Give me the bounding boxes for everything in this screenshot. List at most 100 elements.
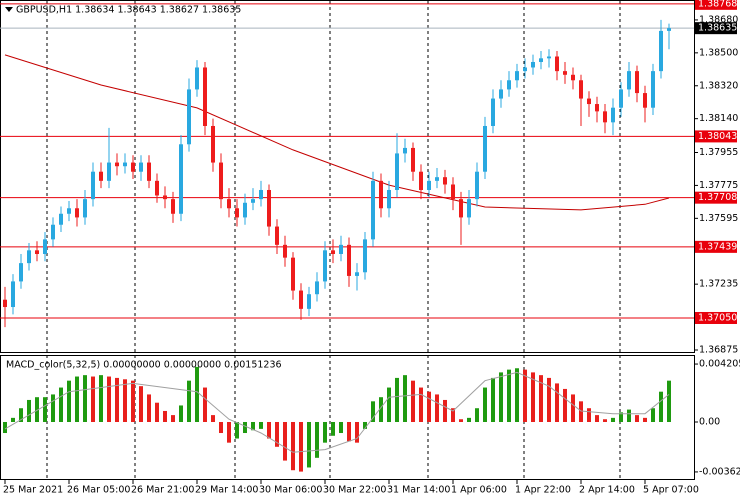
candle-body [11, 281, 15, 308]
macd-panel-frame [0, 355, 695, 480]
candle-body [395, 153, 399, 190]
macd-bar [179, 405, 183, 422]
level-box [695, 130, 737, 143]
y-tick-label: 1.37595 [699, 213, 738, 224]
candle-body [227, 199, 231, 209]
candle-body [459, 199, 463, 218]
candle-body [67, 208, 71, 214]
macd-bar [315, 421, 319, 458]
y-tick-label: 1.38680 [699, 14, 738, 25]
macd-bar [59, 387, 63, 422]
macd-bar [659, 391, 663, 422]
macd-bar [451, 408, 455, 422]
candle-body [419, 171, 423, 190]
candle-body [123, 162, 127, 167]
macd-bar [75, 376, 79, 422]
macd-title: MACD_color(5,32,5) 0.00000000 0.00000000… [6, 360, 282, 371]
candle-body [27, 250, 31, 264]
candle-body [171, 199, 175, 214]
candle-body [155, 180, 159, 196]
macd-bar [235, 421, 239, 439]
macd-bar [347, 421, 351, 442]
level-label: 1.37050 [695, 311, 737, 324]
candle-body [139, 162, 143, 172]
candle-body [579, 80, 583, 99]
level-value: 1.38043 [698, 131, 737, 142]
candle-body [179, 144, 183, 214]
macd-bar [219, 421, 223, 434]
macd-bar [147, 394, 151, 422]
candle-body [379, 180, 383, 209]
level-label: 1.38043 [695, 130, 737, 143]
candle-body [603, 111, 607, 123]
y-tick-label: -0.003624 [699, 466, 740, 477]
candle-body [163, 195, 167, 200]
macd-bar [83, 375, 87, 422]
candle-body [251, 199, 255, 203]
macd-bar [499, 372, 503, 422]
candle-body [667, 28, 671, 31]
candle-body [323, 250, 327, 282]
current-price-box [695, 22, 737, 35]
level-value: 1.37439 [698, 241, 737, 252]
candle-body [451, 184, 455, 200]
candle-body [563, 71, 567, 75]
candle-body [571, 74, 575, 81]
level-value: 1.38768 [698, 0, 737, 9]
main-panel-frame [0, 0, 695, 353]
x-tick-label: 25 Mar 2021 [3, 485, 63, 496]
macd-bar [155, 402, 159, 422]
candle-body [515, 71, 519, 81]
macd-bar [651, 408, 655, 422]
macd-bar [515, 368, 519, 422]
macd-bar [443, 399, 447, 422]
candle-body [483, 125, 487, 172]
current-price-label: 1.38635 [695, 22, 737, 35]
macd-bar [107, 376, 111, 422]
candle-body [299, 290, 303, 309]
macd-bar [3, 421, 7, 434]
candle-body [331, 250, 335, 254]
macd-bar [467, 417, 471, 422]
level-value: 1.37708 [698, 192, 737, 203]
macd-bar [387, 387, 391, 422]
y-tick-label: 1.37235 [699, 279, 738, 290]
macd-bar [211, 415, 215, 422]
x-tick-label: 29 Mar 14:00 [195, 485, 258, 496]
macd-bar [323, 421, 327, 443]
macd-bar [403, 375, 407, 422]
macd-bar [283, 421, 287, 461]
macd-bar [291, 421, 295, 471]
macd-bar [419, 387, 423, 422]
candle-body [259, 189, 263, 200]
macd-bar [43, 397, 47, 422]
macd-bar [339, 421, 343, 434]
macd-bar [587, 408, 591, 422]
macd-bar [595, 415, 599, 422]
macd-bar [251, 421, 255, 431]
candle-body [51, 224, 55, 240]
current-price-value: 1.38635 [698, 23, 737, 34]
candle-body [83, 199, 87, 218]
candle-body [371, 180, 375, 240]
level-label: 1.38768 [695, 0, 737, 10]
macd-bar [131, 380, 135, 422]
x-tick-label: 26 Mar 05:00 [67, 485, 130, 496]
candle-body [355, 272, 359, 276]
macd-bar [643, 417, 647, 422]
macd-bar [163, 410, 167, 422]
candle-body [427, 180, 431, 190]
macd-bar [563, 388, 567, 422]
macd-bar [427, 391, 431, 422]
macd-bar [539, 375, 543, 422]
candle-body [267, 189, 271, 227]
candle-body [491, 98, 495, 126]
symbol-marker [5, 7, 13, 12]
macd-bar [187, 380, 191, 422]
candle-body [643, 93, 647, 108]
macd-bar [619, 412, 623, 422]
candle-body [291, 257, 295, 291]
macd-bar [355, 421, 359, 443]
candle-body [115, 162, 119, 167]
candle-body [507, 80, 511, 90]
